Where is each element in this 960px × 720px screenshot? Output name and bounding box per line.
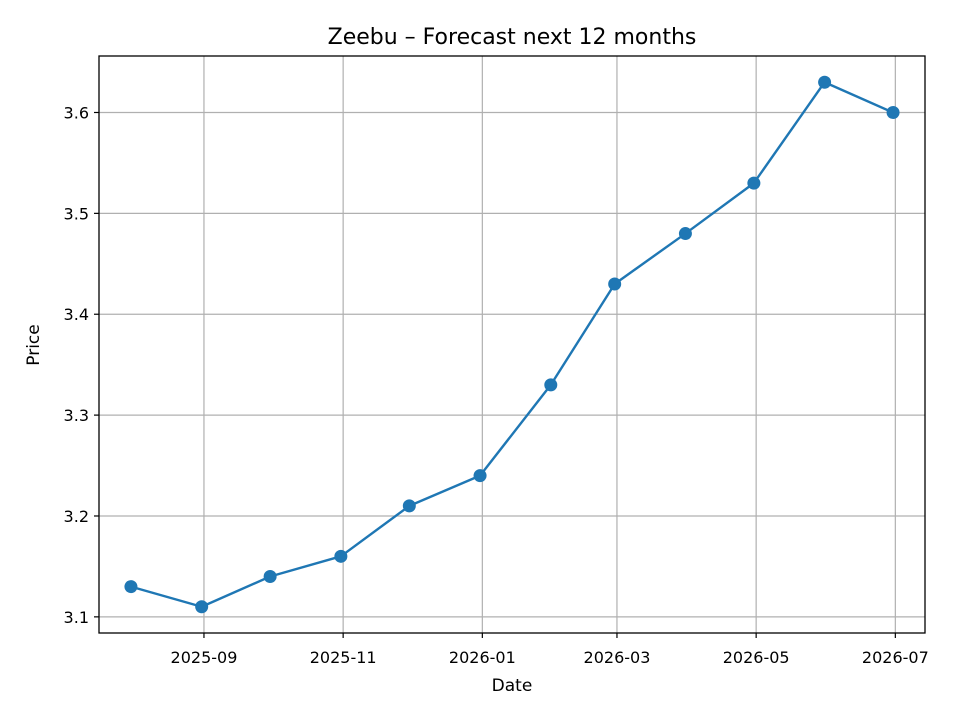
series-layer bbox=[124, 75, 900, 614]
y-tick-label: 3.4 bbox=[64, 305, 89, 324]
x-tick-label: 2025-11 bbox=[310, 648, 377, 667]
y-tick-label: 3.3 bbox=[64, 406, 89, 425]
data-point bbox=[608, 277, 622, 291]
data-point bbox=[263, 570, 277, 584]
data-point bbox=[747, 176, 761, 190]
data-point bbox=[678, 227, 692, 241]
plot-frame bbox=[98, 55, 926, 634]
data-point bbox=[195, 600, 209, 614]
x-tick-label: 2026-03 bbox=[584, 648, 651, 667]
x-axis-label: Date bbox=[492, 676, 533, 696]
y-tick-label: 3.1 bbox=[64, 608, 89, 627]
chart-title: Zeebu – Forecast next 12 months bbox=[328, 25, 697, 50]
y-tick-label: 3.6 bbox=[64, 103, 89, 122]
y-axis-label: Price bbox=[24, 324, 44, 365]
data-point bbox=[402, 499, 416, 513]
data-point bbox=[818, 75, 832, 89]
x-tick-label: 2026-05 bbox=[723, 648, 790, 667]
y-tick-label: 3.2 bbox=[64, 507, 89, 526]
data-point bbox=[473, 469, 487, 483]
x-axis: 2025-09 2025-11 2026-01 2026-03 2026-05 2026-… bbox=[171, 633, 929, 667]
grid bbox=[99, 56, 925, 633]
data-point bbox=[334, 549, 348, 563]
series-line bbox=[130, 81, 894, 608]
x-tick-label: 2025-09 bbox=[171, 648, 238, 667]
x-tick-label: 2026-07 bbox=[862, 648, 929, 667]
y-axis: 3.1 3.2 3.3 3.4 3.5 3.6 bbox=[64, 103, 99, 627]
data-point bbox=[886, 105, 900, 119]
y-tick-label: 3.5 bbox=[64, 204, 89, 223]
data-point bbox=[124, 580, 138, 594]
x-tick-label: 2026-01 bbox=[449, 648, 516, 667]
data-point bbox=[544, 378, 558, 392]
